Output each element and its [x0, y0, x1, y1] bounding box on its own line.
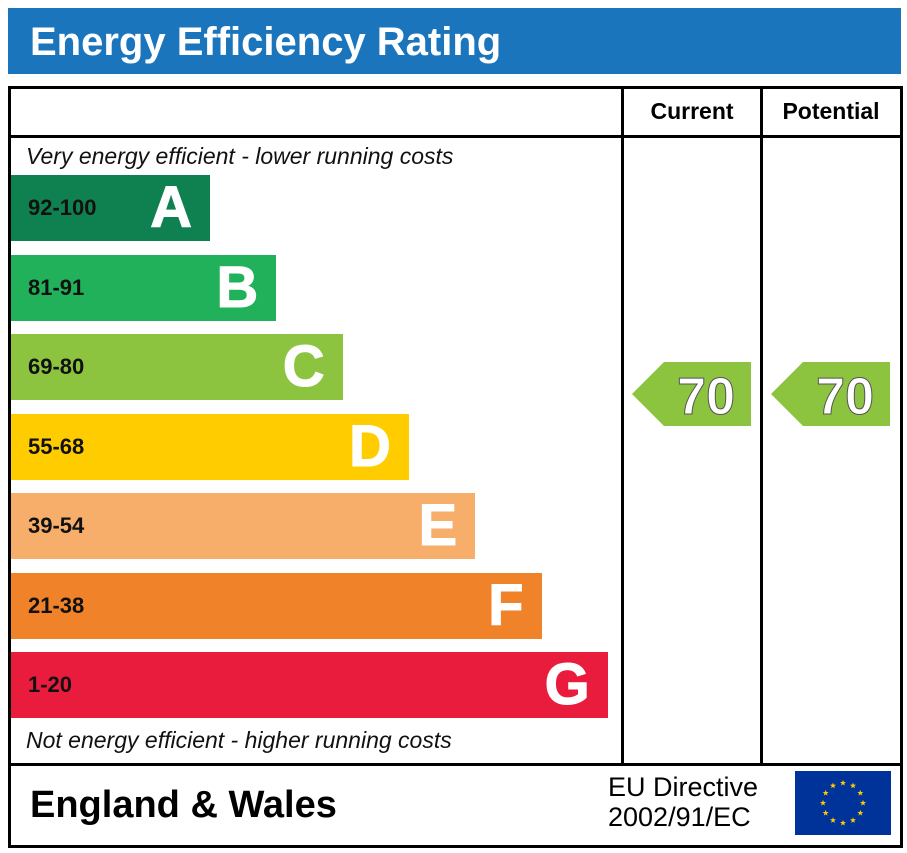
bottom-note: Not energy efficient - higher running co… — [26, 727, 452, 753]
band-letter: B — [216, 254, 259, 320]
flag-star — [857, 789, 864, 796]
flag-star — [859, 799, 867, 806]
band-range-label: 69-80 — [28, 354, 85, 379]
flag-star — [829, 782, 837, 789]
band-range-label: 92-100 — [28, 195, 97, 220]
flag-star — [849, 817, 857, 823]
arrow-shape — [771, 362, 890, 426]
region-label: England & Wales — [30, 784, 337, 826]
band-e: 39-54 E — [11, 493, 476, 559]
flag-star — [857, 809, 864, 816]
band-d: 55-68 D — [11, 413, 409, 480]
top-note: Very energy efficient - lower running co… — [26, 143, 454, 169]
arrow-value: 70 — [677, 368, 735, 426]
directive-line-2: 2002/91/EC — [608, 802, 751, 832]
divider-current — [621, 86, 624, 765]
band-letter: E — [418, 493, 458, 558]
flag-star — [829, 817, 837, 823]
band-range-label: 55-68 — [28, 433, 85, 459]
band-range-label: 39-54 — [28, 513, 85, 538]
column-header-potential: Potential — [782, 98, 880, 124]
current-rating-arrow: 70 — [632, 362, 751, 426]
band-letter: F — [488, 572, 524, 638]
chart-frame — [8, 86, 903, 848]
directive-label: EU Directive 2002/91/EC — [608, 772, 758, 832]
header-rule — [8, 135, 903, 138]
eu-flag-icon — [795, 771, 891, 835]
flag-star — [839, 779, 847, 786]
footer-rule — [8, 763, 903, 766]
band-f: 21-38 F — [11, 572, 542, 639]
band-letter: D — [349, 413, 392, 479]
column-header-current: Current — [650, 98, 734, 124]
flag-star — [839, 819, 847, 826]
divider-potential — [760, 86, 763, 765]
band-a: 92-100 A — [11, 175, 210, 241]
directive-line-1: EU Directive — [608, 772, 759, 802]
chart-title: Energy Efficiency Rating — [30, 20, 502, 64]
arrow-shape — [632, 362, 751, 426]
potential-rating-arrow: 70 — [771, 362, 890, 426]
band-b: 81-91 B — [11, 254, 277, 321]
title-bar: Energy Efficiency Rating — [8, 8, 901, 74]
band-letter: A — [150, 175, 193, 240]
band-c: 69-80 C — [11, 334, 343, 400]
band-letter: C — [282, 334, 325, 399]
band-letter: G — [544, 652, 590, 717]
band-range-label: 81-91 — [28, 274, 85, 300]
band-range-label: 21-38 — [28, 592, 85, 618]
flag-star — [849, 782, 857, 789]
arrow-value: 70 — [816, 368, 874, 426]
flag-star — [822, 809, 829, 816]
band-range-label: 1-20 — [28, 672, 73, 697]
band-g: 1-20 G — [11, 652, 608, 718]
flag-star — [822, 789, 829, 796]
flag-star — [819, 799, 827, 806]
